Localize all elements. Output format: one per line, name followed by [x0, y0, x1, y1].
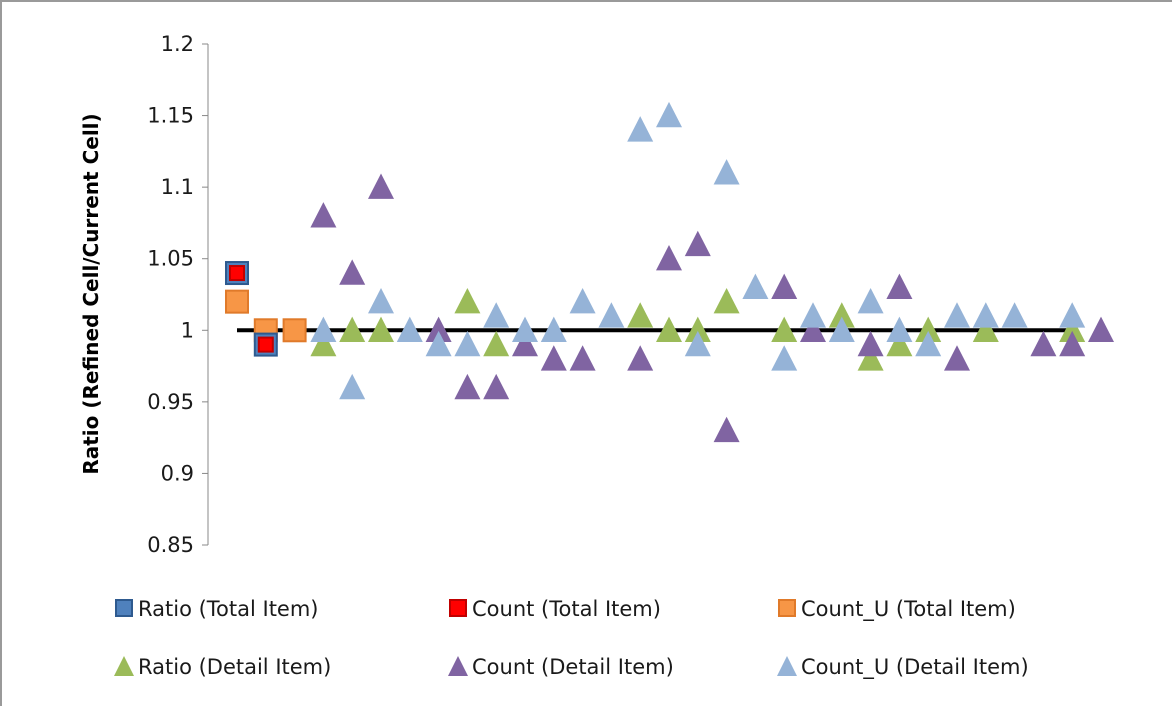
point-count-detail-item [857, 330, 884, 357]
point-count-u-detail-item [915, 330, 942, 357]
point-count-detail-item [627, 345, 654, 371]
point-count-total-item [257, 336, 274, 353]
point-ratio-detail-item [627, 302, 654, 328]
point-ratio-detail-item [454, 287, 481, 314]
point-count-u-detail-item [310, 316, 337, 342]
point-count-detail-item [1059, 330, 1086, 357]
point-count-u-detail-item [454, 330, 481, 357]
point-ratio-detail-item [713, 287, 740, 314]
point-count-detail-item [684, 230, 711, 257]
point-ratio-detail-item [483, 330, 510, 357]
point-count-u-detail-item [512, 316, 538, 342]
point-count-u-detail-item [368, 287, 394, 314]
point-count-u-detail-item [800, 302, 826, 328]
point-ratio-detail-item [656, 316, 682, 342]
point-ratio-detail-item [684, 316, 711, 342]
y-tick-label: 1.1 [161, 175, 194, 199]
point-count-total-item [229, 265, 245, 282]
legend-marker-ratio-detail-item [114, 656, 134, 676]
point-ratio-detail-item [886, 330, 913, 357]
legend-marker-count-u-detail-item [777, 656, 797, 676]
point-count-u-detail-item [972, 302, 999, 328]
point-count-detail-item [368, 173, 394, 199]
legend-marker-count-total-item [449, 599, 467, 617]
legend-label-ratio-total-item: Ratio (Total Item) [138, 597, 319, 621]
legend-label-count-u-detail-item: Count_U (Detail Item) [801, 655, 1029, 680]
y-tick-label: 1 [181, 318, 194, 342]
point-ratio-detail-item [915, 316, 942, 342]
point-count-u-detail-item [339, 373, 366, 400]
point-count-u-detail-item [771, 345, 798, 371]
data-points [225, 101, 1114, 443]
y-tick-label: 0.9 [161, 461, 194, 485]
point-count-detail-item [512, 330, 538, 357]
point-ratio-detail-item [857, 345, 884, 371]
point-count-detail-item [1088, 316, 1114, 342]
legend-label-ratio-detail-item: Ratio (Detail Item) [138, 655, 331, 679]
point-count-u-detail-item [425, 330, 452, 357]
legend-marker-ratio-total-item [115, 599, 133, 617]
point-ratio-detail-item [310, 330, 337, 357]
point-count-detail-item [483, 373, 510, 400]
point-count-detail-item [339, 259, 366, 285]
point-count-u-detail-item [713, 159, 740, 185]
point-count-u-detail-item [684, 330, 711, 357]
y-tick-label: 1.05 [147, 247, 194, 271]
point-ratio-detail-item [828, 302, 855, 328]
point-count-detail-item [454, 373, 481, 400]
point-count-detail-item [569, 345, 596, 371]
point-count-u-detail-item [742, 273, 769, 300]
point-count-u-detail-item [540, 316, 567, 342]
y-tick-label: 0.85 [147, 533, 194, 557]
legend-label-count-total-item: Count (Total Item) [472, 597, 661, 621]
point-count-u-detail-item [944, 302, 970, 328]
point-count-u-detail-item [627, 116, 654, 142]
point-count-detail-item [886, 273, 913, 300]
point-count-detail-item [540, 345, 567, 371]
point-count-u-detail-item [656, 101, 682, 128]
point-ratio-detail-item [1059, 316, 1086, 342]
point-count-detail-item [310, 202, 337, 228]
y-axis: 1.2 1.15 1.1 1.05 1 0.95 0.9 0.85 [147, 32, 209, 557]
y-tick-label: 1.15 [147, 104, 194, 128]
point-ratio-detail-item [972, 316, 999, 342]
point-ratio-detail-item [339, 316, 366, 342]
point-count-u-detail-item [483, 302, 510, 328]
point-count-u-total-item [282, 318, 307, 343]
point-count-u-detail-item [1001, 302, 1028, 328]
point-count-detail-item [656, 245, 682, 271]
y-tick-label: 1.2 [161, 32, 194, 56]
legend-label-count-detail-item: Count (Detail Item) [472, 655, 674, 679]
legend-marker-count-detail-item [448, 656, 468, 676]
point-count-u-detail-item [886, 316, 913, 342]
y-tick-label: 0.95 [147, 390, 194, 414]
point-count-detail-item [425, 316, 452, 342]
point-count-detail-item [771, 273, 798, 300]
point-count-detail-item [1030, 330, 1057, 357]
point-count-u-detail-item [857, 287, 884, 314]
point-count-detail-item [713, 416, 740, 443]
point-ratio-detail-item [771, 316, 798, 342]
point-count-u-detail-item [569, 287, 596, 314]
point-count-detail-item [944, 345, 970, 371]
point-count-detail-item [800, 316, 826, 342]
point-count-u-detail-item [598, 302, 625, 328]
legend: Ratio (Total Item) Count (Total Item) Coun… [114, 597, 1029, 680]
point-count-u-detail-item [1059, 302, 1086, 328]
legend-marker-count-u-total-item [778, 599, 796, 617]
point-count-u-detail-item [828, 316, 855, 342]
legend-label-count-u-total-item: Count_U (Total Item) [801, 597, 1016, 622]
point-count-u-detail-item [396, 316, 423, 342]
point-ratio-detail-item [368, 316, 394, 342]
point-count-u-total-item [225, 289, 249, 314]
y-axis-label: Ratio (Refined Cell/Current Cell) [79, 113, 103, 474]
